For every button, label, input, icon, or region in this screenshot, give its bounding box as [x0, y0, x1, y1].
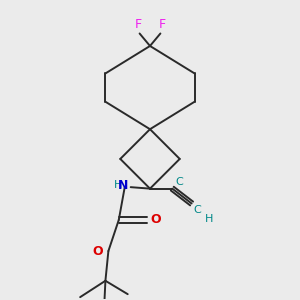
Text: C: C	[193, 205, 201, 215]
Text: H: H	[205, 214, 213, 224]
Text: O: O	[92, 244, 103, 258]
Text: N: N	[118, 179, 129, 192]
Text: O: O	[150, 213, 160, 226]
Text: F: F	[158, 17, 166, 31]
Text: H: H	[114, 180, 123, 190]
Text: C: C	[175, 177, 183, 187]
Text: F: F	[134, 17, 142, 31]
